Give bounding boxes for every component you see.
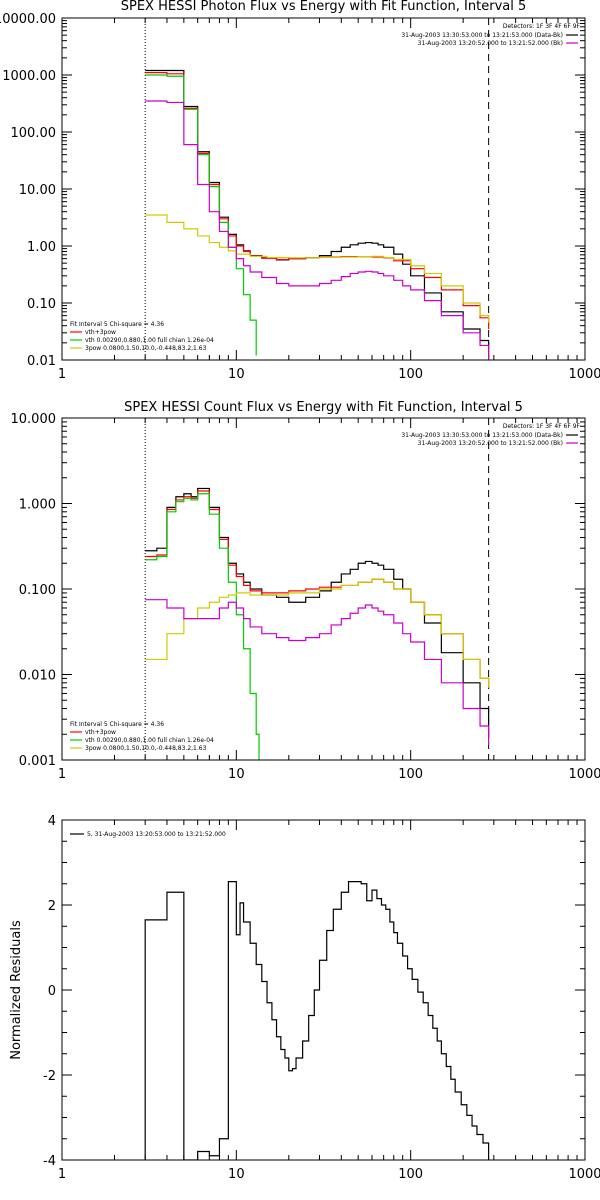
series-group xyxy=(145,69,490,360)
legend-right: Detectors: 1F 3F 4F 6F 9F 31-Aug-2003 13:… xyxy=(401,23,580,47)
y-tick-label: 2 xyxy=(48,899,56,914)
legend-entry: vth 0.00290,0.880,1.00 full chian 1.26e-… xyxy=(85,337,214,344)
x-axis: 1 10 100 1000 xyxy=(58,418,600,782)
y-tick-label: 4 xyxy=(48,814,56,829)
y-tick-label: 0.10 xyxy=(27,297,56,312)
x-tick-label: 1 xyxy=(58,367,66,382)
y-tick-label: 100.00 xyxy=(11,126,57,141)
data-series-5 xyxy=(145,599,490,745)
x-tick-label: 1000 xyxy=(568,767,600,782)
legend-entry: 3pow 0.0800,1.50,10.0,-0.448,83.2,1.63 xyxy=(85,745,207,752)
series-group xyxy=(144,881,490,1160)
legend-entry: vth 0.00290,0.880,1.00 full chian 1.26e-… xyxy=(85,737,214,744)
legend-left: Fit Interval 5 Chi-square = 4.36vth+3pow… xyxy=(70,321,214,352)
y-tick-label: 0.001 xyxy=(19,754,56,769)
chart-title: SPEX HESSI Photon Flux vs Energy with Fi… xyxy=(121,0,527,14)
y-tick-label: 0.010 xyxy=(19,669,56,684)
y-tick-label: 1000.00 xyxy=(2,69,56,84)
legend-entry: 3pow 0.0800,1.50,10.0,-0.448,83.2,1.63 xyxy=(85,345,207,352)
data-series-4 xyxy=(145,214,490,323)
series-group xyxy=(145,487,490,760)
legend-right: Detectors: 1F 3F 4F 6F 9F 31-Aug-2003 13:… xyxy=(401,423,580,447)
data-series-1 xyxy=(144,881,490,1160)
data-series-2 xyxy=(145,490,490,688)
legend-entry: 5, 31-Aug-2003 13:20:53.000 to 13:21:52.… xyxy=(87,831,226,838)
legend-entry: 31-Aug-2003 13:20:52.000 to 13:21:52.000… xyxy=(418,40,563,47)
data-series-4 xyxy=(145,578,490,688)
x-tick-label: 1000 xyxy=(568,367,600,382)
y-axis: 0.001 0.010 0.100 1.000 10.000 xyxy=(11,412,585,769)
y-axis: 0.01 0.10 1.00 10.00 100.00 1000.00 10000.00 xyxy=(0,12,585,369)
data-series-1 xyxy=(145,487,490,739)
data-series-3 xyxy=(145,493,260,760)
x-axis: 1 10 100 1000 xyxy=(58,18,600,382)
y-tick-label: 10000.00 xyxy=(0,12,56,27)
x-tick-label: 10 xyxy=(228,767,245,782)
legend-entry: vth+3pow xyxy=(85,329,116,336)
y-tick-label: 1.00 xyxy=(27,240,56,255)
x-tick-label: 100 xyxy=(398,367,423,382)
legend-header: Detectors: 1F 3F 4F 6F 9F xyxy=(503,23,581,30)
y-axis-label: Normalized Residuals xyxy=(9,920,24,1060)
x-tick-label: 10 xyxy=(228,1167,245,1182)
x-tick-label: 100 xyxy=(398,1167,423,1182)
plot-frame xyxy=(61,17,586,361)
legend-entry: vth+3pow xyxy=(85,729,116,736)
y-tick-label: -4 xyxy=(43,1154,56,1169)
plot-frame xyxy=(61,819,586,1161)
legend: 5, 31-Aug-2003 13:20:53.000 to 13:21:52.… xyxy=(70,831,226,838)
chart-panel-2: SPEX HESSI Count Flux vs Energy with Fit… xyxy=(11,400,600,782)
data-series-5 xyxy=(145,100,490,360)
y-tick-label: 0 xyxy=(48,984,56,999)
x-tick-label: 1 xyxy=(58,1167,66,1182)
y-tick-label: -2 xyxy=(43,1069,56,1084)
legend-entry: 31-Aug-2003 13:30:53.000 to 13:21:53.000… xyxy=(401,432,563,439)
legend-header: Fit Interval 5 Chi-square = 4.36 xyxy=(70,321,164,328)
x-tick-label: 100 xyxy=(398,767,423,782)
chart-title: SPEX HESSI Count Flux vs Energy with Fit… xyxy=(124,400,523,415)
data-series-1 xyxy=(145,69,490,358)
plot-frame xyxy=(61,417,586,761)
legend-header: Detectors: 1F 3F 4F 6F 9F xyxy=(503,423,581,430)
data-series-2 xyxy=(145,72,490,329)
y-tick-label: 1.000 xyxy=(19,498,56,513)
y-tick-label: 0.100 xyxy=(19,583,56,598)
y-tick-label: 10.00 xyxy=(19,183,56,198)
legend-entry: 31-Aug-2003 13:30:53.000 to 13:21:53.000… xyxy=(401,32,563,39)
x-tick-label: 10 xyxy=(228,367,245,382)
legend-header: Fit Interval 5 Chi-square = 4.36 xyxy=(70,721,164,728)
legend-entry: 31-Aug-2003 13:20:52.000 to 13:21:52.000… xyxy=(418,440,563,447)
y-tick-label: 10.000 xyxy=(11,412,57,427)
y-axis: -4 -2 0 2 4 xyxy=(43,814,585,1169)
x-axis: 1 10 100 1000 xyxy=(58,820,600,1182)
legend-left: Fit Interval 5 Chi-square = 4.36vth+3pow… xyxy=(70,721,214,752)
x-tick-label: 1 xyxy=(58,767,66,782)
chart-panel-3: 1 10 100 1000 -4 -2 0 2 4 Normalized Residuals 5, … xyxy=(9,814,600,1182)
x-tick-label: 1000 xyxy=(568,1167,600,1182)
y-tick-label: 0.01 xyxy=(27,354,56,369)
chart-panel-1: SPEX HESSI Photon Flux vs Energy with Fi… xyxy=(0,0,600,382)
